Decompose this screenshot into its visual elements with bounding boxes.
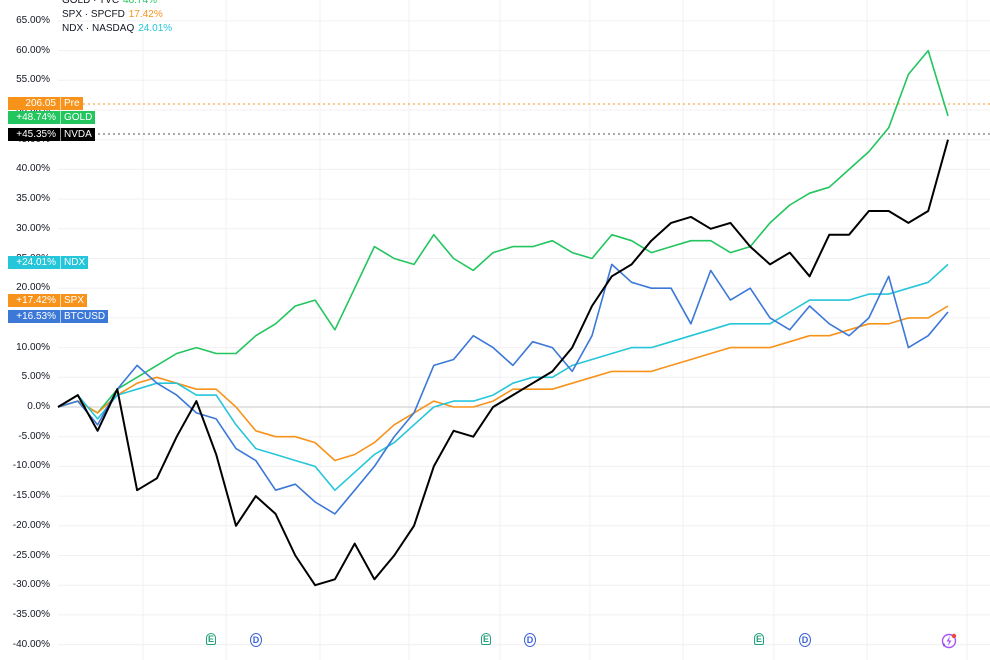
earnings-marker-icon[interactable]: E [481,633,491,645]
legend-symbol: SPX · SPCFD [62,9,125,20]
price-tag-value: +48.74% [16,112,56,123]
price-tag-symbol: BTCUSD [60,310,108,323]
price-tag-value: 206.05 [25,98,56,109]
earnings-marker-icon[interactable]: E [754,633,764,645]
y-tick-label: 55.00% [16,74,50,86]
series-line-gold[interactable] [57,49,949,414]
legend-value: 24.01% [138,23,173,34]
price-tag-gold[interactable]: +48.74% GOLD [8,111,96,124]
series-line-spx[interactable] [57,305,949,462]
y-tick-label: 10.00% [16,341,50,353]
series-line-btcusd[interactable] [57,263,949,515]
dividend-marker-icon[interactable]: D [524,633,536,647]
price-tag-value: +24.01% [16,257,56,268]
y-tick-label: -25.00% [12,549,50,561]
y-tick-label: -35.00% [12,608,50,620]
series-line-nvda[interactable] [57,139,949,587]
y-tick-label: -40.00% [12,638,50,650]
price-tag-ndx[interactable]: +24.01% NDX [8,256,89,269]
legend-value: 17.42% [128,9,163,20]
series-line-ndx[interactable] [57,263,949,492]
y-tick-label: 60.00% [16,44,50,56]
y-tick-label: -5.00% [18,430,50,442]
dividend-marker-icon[interactable]: D [250,633,262,647]
legend-symbol: GOLD · TVC [62,0,120,6]
y-tick-label: -15.00% [12,490,50,502]
price-tag-symbol: NDX [60,256,88,269]
price-tag-symbol: SPX [60,294,87,307]
price-tag-nvda[interactable]: +45.35% NVDA [8,128,95,141]
earnings-marker-icon[interactable]: E [206,633,216,645]
legend: GOLD · TVC 48.74% SPX · SPCFD 17.42% NDX ·… [62,0,172,36]
price-tag-pre[interactable]: 206.05 Pre [8,97,83,110]
y-tick-label: 30.00% [16,222,50,234]
price-tag-btcusd[interactable]: +16.53% BTCUSD [8,310,109,323]
y-tick-label: 40.00% [16,163,50,175]
price-tag-symbol: GOLD [60,111,95,124]
horizontal-gridlines [58,20,990,646]
y-tick-label: 65.00% [16,14,50,26]
legend-symbol: NDX · NASDAQ [62,23,135,34]
price-tag-value: +45.35% [16,129,56,140]
y-tick-label: 20.00% [16,282,50,294]
price-tag-symbol: Pre [60,97,83,110]
y-tick-label: -30.00% [12,579,50,591]
y-tick-label: -10.00% [12,460,50,472]
legend-item-ndx[interactable]: NDX · NASDAQ 24.01% [62,22,172,36]
legend-item-spx[interactable]: SPX · SPCFD 17.42% [62,8,172,22]
dividend-marker-icon[interactable]: D [799,633,811,647]
price-tag-spx[interactable]: +17.42% SPX [8,294,88,307]
y-tick-label: 35.00% [16,193,50,205]
y-tick-label: 0.0% [27,401,50,412]
y-tick-label: -20.00% [12,519,50,531]
vertical-gridlines [142,0,968,660]
lightning-icon[interactable] [940,632,958,650]
price-tag-value: +16.53% [16,311,56,322]
price-tag-value: +17.42% [16,295,56,306]
legend-value: 48.74% [123,0,157,6]
legend-item-gold[interactable]: GOLD · TVC 48.74% [62,0,172,8]
series-lines [57,49,949,587]
price-tag-symbol: NVDA [60,128,95,141]
y-tick-label: 5.00% [21,371,50,383]
